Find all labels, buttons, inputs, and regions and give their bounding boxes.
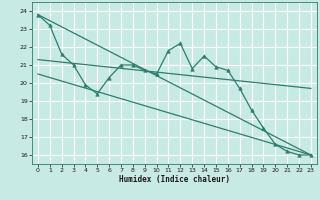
X-axis label: Humidex (Indice chaleur): Humidex (Indice chaleur) bbox=[119, 175, 230, 184]
